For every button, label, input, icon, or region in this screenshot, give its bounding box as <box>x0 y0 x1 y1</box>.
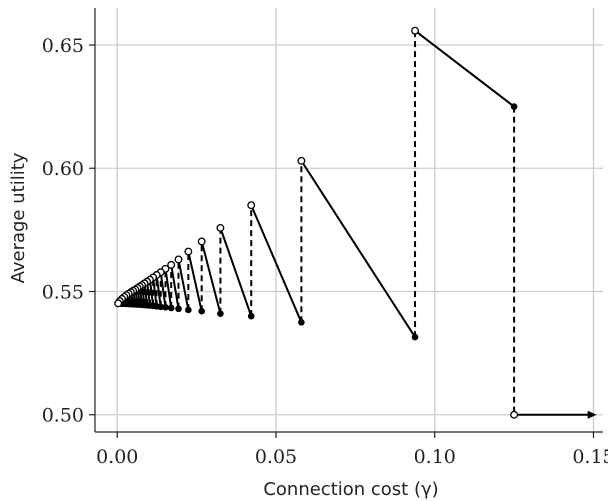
grid-layer <box>95 8 603 432</box>
x-tick-label: 0.10 <box>414 446 456 468</box>
open-point <box>511 411 518 418</box>
x-tick-label: 0.05 <box>255 446 297 468</box>
open-point <box>248 202 255 209</box>
open-point <box>185 248 192 255</box>
x-tick-label: 0.15 <box>572 446 608 468</box>
y-tick-label: 0.50 <box>42 405 84 427</box>
series-segment <box>220 228 251 316</box>
filled-point <box>412 334 419 341</box>
open-point <box>217 225 224 232</box>
y-axis-label: Average utility <box>8 152 29 283</box>
filled-point <box>185 307 192 314</box>
filled-point <box>175 305 182 312</box>
filled-point <box>248 313 255 320</box>
data-layer <box>118 31 596 419</box>
open-point <box>175 256 182 263</box>
filled-point <box>298 319 305 326</box>
open-point <box>298 158 305 165</box>
series-segment <box>202 241 221 313</box>
open-point <box>115 300 122 307</box>
filled-point <box>168 305 175 312</box>
y-tick-label: 0.60 <box>42 158 84 180</box>
filled-point <box>511 103 518 110</box>
marker-layer <box>115 27 518 418</box>
tick-labels: 0.00 0.05 0.10 0.15 0.50 0.55 0.60 0.65 <box>42 35 608 468</box>
filled-point <box>217 310 224 317</box>
y-tick-label: 0.65 <box>42 35 84 57</box>
series-segment <box>301 161 415 337</box>
x-tick-label: 0.00 <box>96 446 138 468</box>
series-segment <box>171 265 178 309</box>
axes-layer <box>89 8 603 438</box>
series-segment <box>179 259 189 310</box>
open-point <box>198 238 205 245</box>
y-tick-label: 0.55 <box>42 281 84 303</box>
series-segment <box>188 252 201 312</box>
open-point <box>412 27 419 34</box>
filled-point <box>198 308 205 315</box>
x-axis-label: Connection cost (γ) <box>263 479 438 500</box>
tail-arrowhead <box>588 411 597 419</box>
series-segment <box>415 31 514 107</box>
